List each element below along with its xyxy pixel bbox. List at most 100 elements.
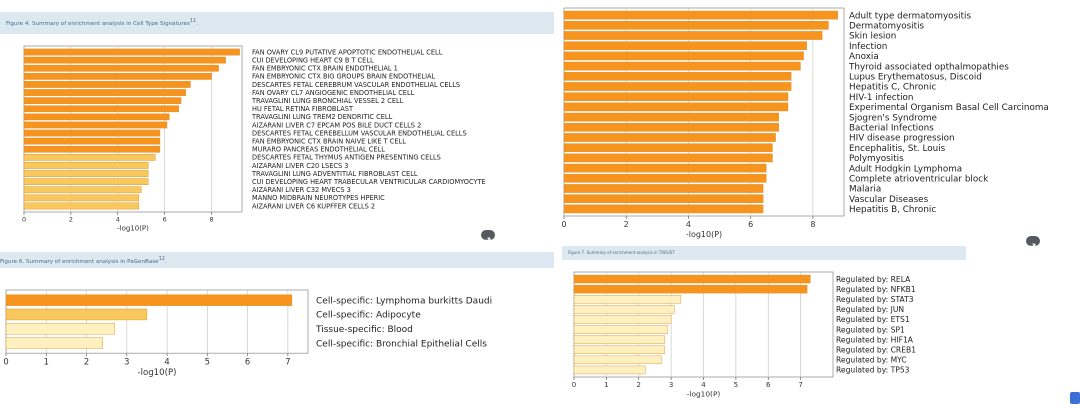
category-label: AIZARANI LIVER C20 LSECS 3 bbox=[252, 162, 348, 170]
category-label: Anoxia bbox=[849, 52, 879, 62]
caption-cell-type-ref: 11 bbox=[189, 18, 197, 24]
bar bbox=[563, 71, 792, 81]
category-label: AIZARANI LIVER C7 EPCAM POS BILE DUCT CE… bbox=[252, 121, 421, 129]
category-label: FAN EMBRYONIC CTX BRAIN ENDOTHELIAL 1 bbox=[252, 65, 398, 73]
category-label: Regulated by: TP53 bbox=[836, 366, 910, 375]
category-label: Thyroid associated opthalmopathies bbox=[848, 62, 1009, 72]
bar bbox=[23, 73, 212, 80]
bar bbox=[563, 133, 776, 142]
bar bbox=[23, 97, 182, 105]
bar bbox=[23, 105, 179, 113]
chart-pagenbase: 0 1 2 3 4 5 6 7 Cell-specific: Lymphoma burkitts… bbox=[0, 276, 556, 408]
bar bbox=[563, 31, 823, 40]
bar bbox=[573, 325, 669, 334]
category-label: Lupus Erythematosus, Discoid bbox=[849, 72, 982, 82]
bar bbox=[5, 337, 103, 349]
expand-icon[interactable] bbox=[1026, 236, 1040, 249]
bar bbox=[23, 162, 149, 169]
category-label: Regulated by: SP1 bbox=[836, 325, 905, 334]
x-tick-label: 2 bbox=[84, 357, 89, 367]
bar bbox=[23, 48, 240, 56]
bar bbox=[563, 163, 767, 173]
bar bbox=[23, 113, 170, 121]
category-label: Regulated by: CREB1 bbox=[836, 345, 916, 354]
scroll-arrow-icon[interactable] bbox=[1070, 392, 1080, 404]
category-label: Regulated by: STAT3 bbox=[836, 295, 914, 304]
bar bbox=[563, 61, 801, 71]
bar bbox=[563, 153, 773, 163]
x-tick-label: 7 bbox=[798, 381, 802, 389]
bar bbox=[563, 143, 773, 153]
bar bbox=[563, 122, 779, 132]
bar bbox=[23, 64, 219, 72]
caption-pagenbase-text: Figure 6. Summary of enrichment analysis… bbox=[0, 258, 159, 265]
x-tick-label: 5 bbox=[734, 381, 738, 389]
category-label: AIZARANI LIVER C6 KUPFFER CELLS 2 bbox=[252, 202, 375, 210]
category-label: Encephalitis, St. Louis bbox=[849, 144, 946, 154]
x-tick-label: 6 bbox=[766, 381, 771, 389]
caption-bar-cell-type bbox=[0, 12, 554, 34]
bar bbox=[563, 184, 764, 193]
category-label: TRAVAGLINI LUNG TREM2 DENDRITIC CELL bbox=[251, 113, 393, 121]
bar bbox=[563, 204, 764, 214]
category-label: Complete atrioventricular block bbox=[849, 174, 989, 184]
bar bbox=[23, 170, 149, 177]
chart-pagenbase-svg: 0 1 2 3 4 5 6 7 Cell-specific: Lymphoma burkitts… bbox=[3, 289, 492, 378]
category-label: Hepatitis C, Chronic bbox=[849, 83, 936, 93]
category-label: Dermatomyositis bbox=[849, 21, 925, 31]
category-label: Cell-specific: Bronchial Epithelial Cell… bbox=[316, 339, 487, 349]
category-label: Hepatitis B, Chronic bbox=[849, 205, 936, 215]
x-tick-label: 6 bbox=[748, 220, 753, 229]
category-label: TRAVAGLINI LUNG BRONCHIAL VESSEL 2 CELL bbox=[251, 97, 404, 105]
x-tick-label: 5 bbox=[205, 357, 210, 367]
category-label: Polymyositis bbox=[849, 154, 904, 164]
x-tick-label: 7 bbox=[285, 357, 290, 367]
bar bbox=[5, 308, 148, 321]
plot-frame bbox=[23, 45, 243, 213]
bar bbox=[563, 10, 838, 20]
bar bbox=[573, 305, 675, 314]
category-label: Regulated by: ETS1 bbox=[836, 315, 910, 324]
category-label: AIZARANI LIVER C32 MVECS 3 bbox=[252, 186, 351, 194]
plot-frame bbox=[5, 289, 309, 354]
bar bbox=[563, 112, 779, 122]
x-axis-label: -log10(P) bbox=[686, 230, 722, 239]
category-label: DESCARTES FETAL CEREBELLUM VASCULAR ENDO… bbox=[252, 129, 467, 137]
x-tick-label: 0 bbox=[22, 215, 26, 223]
category-label: Experimental Organism Basal Cell Carcino… bbox=[849, 103, 1049, 113]
chart-trrust: 0 1 2 3 4 5 6 7 Regulated by: RELA Regulated by: … bbox=[560, 262, 1080, 408]
bar bbox=[23, 56, 226, 64]
plot-frame bbox=[563, 7, 845, 217]
x-tick-label: 2 bbox=[624, 220, 629, 229]
x-tick-label: 0 bbox=[572, 381, 576, 389]
category-label: MANNO MIDBRAIN NEUROTYPES HPERIC bbox=[252, 194, 385, 202]
category-label: Vascular Diseases bbox=[849, 195, 929, 205]
x-tick-label: 0 bbox=[561, 220, 566, 229]
bar bbox=[23, 202, 140, 210]
bar bbox=[563, 194, 764, 204]
x-tick-label: 8 bbox=[810, 220, 815, 229]
category-label: Bacterial Infections bbox=[849, 123, 934, 133]
bar bbox=[573, 355, 662, 365]
category-label: Regulated by: MYC bbox=[836, 356, 907, 365]
category-label: DESCARTES FETAL CEREBRUM VASCULAR ENDOTH… bbox=[252, 81, 460, 89]
bar bbox=[23, 178, 149, 186]
bar bbox=[23, 81, 191, 88]
category-label: HIV disease progression bbox=[849, 134, 955, 144]
category-label: Adult type dermatomyositis bbox=[849, 11, 971, 21]
expand-icon[interactable] bbox=[481, 230, 495, 243]
bar bbox=[23, 186, 142, 194]
bar bbox=[23, 121, 168, 129]
category-label: FAN OVARY CL9 PUTATIVE APOPTOTIC ENDOTHE… bbox=[252, 48, 443, 56]
category-label: CUI DEVELOPING HEART TRABECULAR VENTRICU… bbox=[252, 178, 486, 186]
category-label: CUI DEVELOPING HEART C9 B T CELL bbox=[252, 57, 374, 65]
category-label: Infection bbox=[849, 42, 887, 52]
category-label: Cell-specific: Adipocyte bbox=[316, 311, 421, 321]
bar bbox=[5, 294, 293, 306]
chart-disgenet-svg: 0 2 4 6 8 Adult type dermatomyositisDermatomy… bbox=[561, 7, 1049, 239]
category-label: TRAVAGLINI LUNG ADVENTITIAL FIBROBLAST C… bbox=[251, 170, 418, 178]
x-tick-label: 6 bbox=[245, 357, 250, 367]
bar bbox=[563, 92, 789, 101]
x-tick-label: 6 bbox=[163, 215, 167, 223]
category-label: Regulated by: NFKB1 bbox=[836, 285, 916, 294]
